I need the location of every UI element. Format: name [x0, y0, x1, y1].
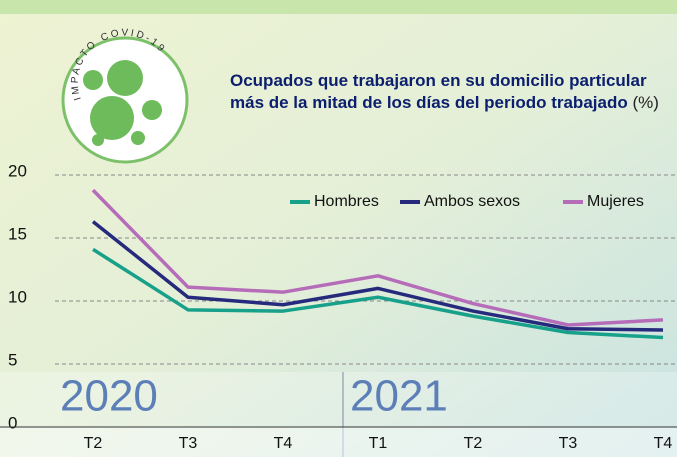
year-label: 2020 [60, 372, 158, 421]
x-tick-label: T3 [559, 435, 578, 452]
top-band [0, 0, 677, 14]
badge-icon [83, 60, 162, 146]
year-label: 2021 [350, 372, 448, 421]
legend-label: Ambos sexos [424, 193, 520, 210]
legend-label: Hombres [314, 193, 379, 210]
x-tick-label: T2 [464, 435, 483, 452]
series-line [91, 188, 664, 327]
x-tick-label: T2 [84, 435, 103, 452]
series-line [91, 220, 664, 332]
x-tick-label: T4 [654, 435, 673, 452]
category-band [0, 427, 677, 457]
y-tick-label: 10 [8, 287, 27, 306]
badge [61, 36, 189, 164]
title-unit: (%) [632, 93, 659, 112]
y-tick-label: 0 [8, 413, 17, 432]
y-tick-label: 15 [8, 224, 27, 243]
legend-label: Mujeres [587, 193, 644, 210]
series-line [92, 247, 664, 340]
year-band [0, 372, 677, 427]
y-tick-label: 20 [8, 161, 27, 180]
x-tick-label: T4 [274, 435, 293, 452]
x-tick-label: T1 [369, 435, 388, 452]
title-text: Ocupados que trabajaron en su domicilio … [230, 71, 647, 112]
chart-title: Ocupados que trabajaron en su domicilio … [230, 70, 675, 114]
y-tick-label: 5 [8, 350, 17, 369]
x-tick-label: T3 [179, 435, 198, 452]
